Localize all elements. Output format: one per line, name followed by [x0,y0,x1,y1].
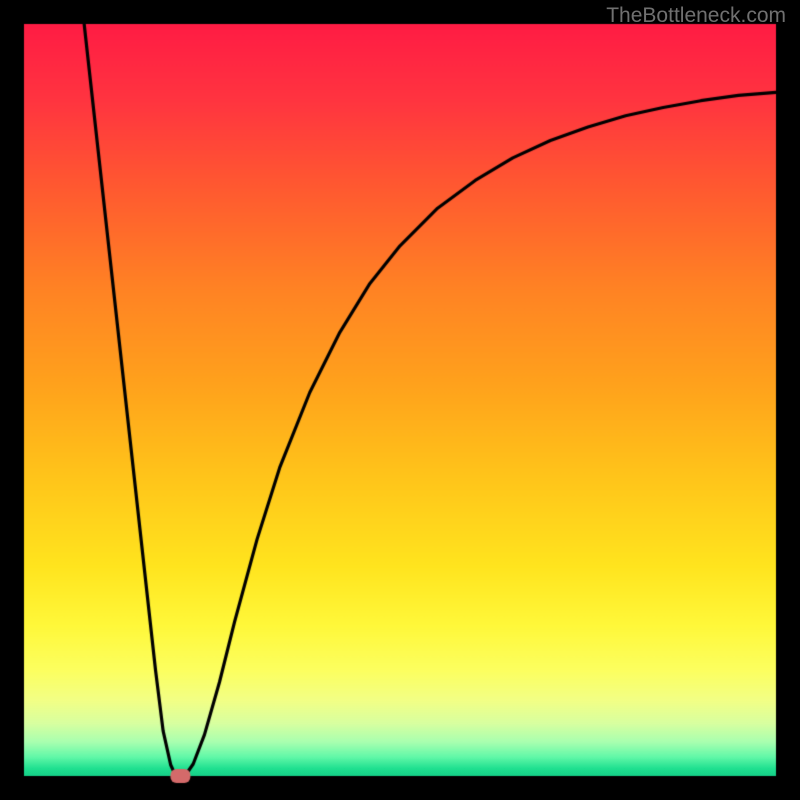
bottleneck-curve-chart [0,0,800,800]
chart-root: TheBottleneck.com [0,0,800,800]
